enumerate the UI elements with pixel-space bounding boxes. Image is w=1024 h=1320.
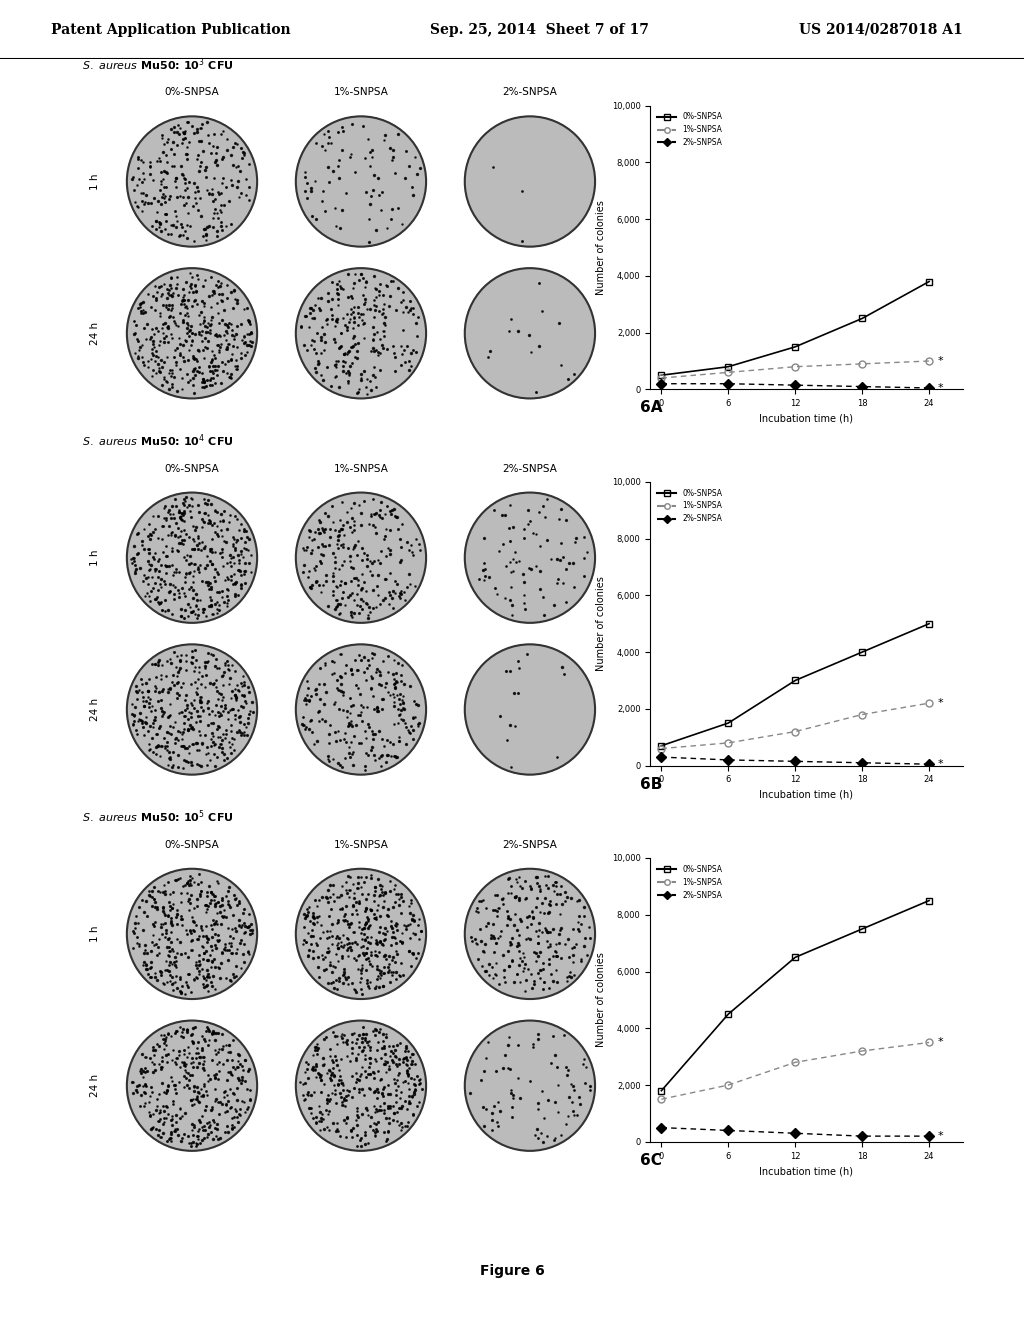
Text: 1 h: 1 h [90, 173, 99, 190]
Circle shape [127, 1020, 257, 1151]
Text: 6B: 6B [640, 776, 663, 792]
Circle shape [296, 268, 426, 399]
Text: 24 h: 24 h [90, 322, 99, 345]
Text: 2%-SNPSA: 2%-SNPSA [503, 840, 557, 850]
Text: $\it{S.\ aureus}$ Mu50: 10$^{3}$ CFU: $\it{S.\ aureus}$ Mu50: 10$^{3}$ CFU [82, 57, 233, 73]
Text: *: * [938, 1131, 944, 1140]
Circle shape [465, 869, 595, 999]
Text: 2%-SNPSA: 2%-SNPSA [503, 463, 557, 474]
X-axis label: Incubation time (h): Incubation time (h) [760, 1166, 853, 1176]
Circle shape [296, 644, 426, 775]
X-axis label: Incubation time (h): Incubation time (h) [760, 413, 853, 424]
Text: 24 h: 24 h [90, 1074, 99, 1097]
Y-axis label: Number of colonies: Number of colonies [596, 577, 606, 671]
Text: Sep. 25, 2014  Sheet 7 of 17: Sep. 25, 2014 Sheet 7 of 17 [430, 22, 649, 37]
Text: $\it{S.\ aureus}$ Mu50: 10$^{5}$ CFU: $\it{S.\ aureus}$ Mu50: 10$^{5}$ CFU [82, 809, 233, 825]
Circle shape [127, 492, 257, 623]
Legend: 0%-SNPSA, 1%-SNPSA, 2%-SNPSA: 0%-SNPSA, 1%-SNPSA, 2%-SNPSA [654, 486, 725, 527]
X-axis label: Incubation time (h): Incubation time (h) [760, 789, 853, 800]
Text: US 2014/0287018 A1: US 2014/0287018 A1 [799, 22, 963, 37]
Circle shape [127, 644, 257, 775]
Text: 1%-SNPSA: 1%-SNPSA [334, 463, 388, 474]
Circle shape [296, 116, 426, 247]
Circle shape [296, 492, 426, 623]
Circle shape [127, 869, 257, 999]
Text: 24 h: 24 h [90, 698, 99, 721]
Circle shape [296, 869, 426, 999]
Y-axis label: Number of colonies: Number of colonies [596, 201, 606, 294]
Text: 2%-SNPSA: 2%-SNPSA [503, 87, 557, 98]
Text: *: * [938, 759, 944, 770]
Text: Figure 6: Figure 6 [479, 1263, 545, 1278]
Text: 1%-SNPSA: 1%-SNPSA [334, 840, 388, 850]
Text: 6A: 6A [640, 400, 663, 416]
Y-axis label: Number of colonies: Number of colonies [596, 953, 606, 1047]
Text: 6C: 6C [640, 1152, 662, 1168]
Legend: 0%-SNPSA, 1%-SNPSA, 2%-SNPSA: 0%-SNPSA, 1%-SNPSA, 2%-SNPSA [654, 862, 725, 903]
Circle shape [465, 1020, 595, 1151]
Text: *: * [938, 698, 944, 708]
Text: *: * [938, 1038, 944, 1048]
Text: *: * [938, 383, 944, 393]
Circle shape [465, 492, 595, 623]
Text: 1%-SNPSA: 1%-SNPSA [334, 87, 388, 98]
Text: 0%-SNPSA: 0%-SNPSA [165, 463, 219, 474]
Circle shape [465, 644, 595, 775]
Text: 0%-SNPSA: 0%-SNPSA [165, 840, 219, 850]
Text: 1 h: 1 h [90, 549, 99, 566]
Text: 0%-SNPSA: 0%-SNPSA [165, 87, 219, 98]
Text: 1 h: 1 h [90, 925, 99, 942]
Text: Patent Application Publication: Patent Application Publication [51, 22, 291, 37]
Circle shape [296, 1020, 426, 1151]
Text: *: * [938, 356, 944, 366]
Legend: 0%-SNPSA, 1%-SNPSA, 2%-SNPSA: 0%-SNPSA, 1%-SNPSA, 2%-SNPSA [654, 110, 725, 150]
Circle shape [465, 268, 595, 399]
Circle shape [127, 268, 257, 399]
Text: $\it{S.\ aureus}$ Mu50: 10$^{4}$ CFU: $\it{S.\ aureus}$ Mu50: 10$^{4}$ CFU [82, 433, 233, 449]
Circle shape [127, 116, 257, 247]
Circle shape [465, 116, 595, 247]
